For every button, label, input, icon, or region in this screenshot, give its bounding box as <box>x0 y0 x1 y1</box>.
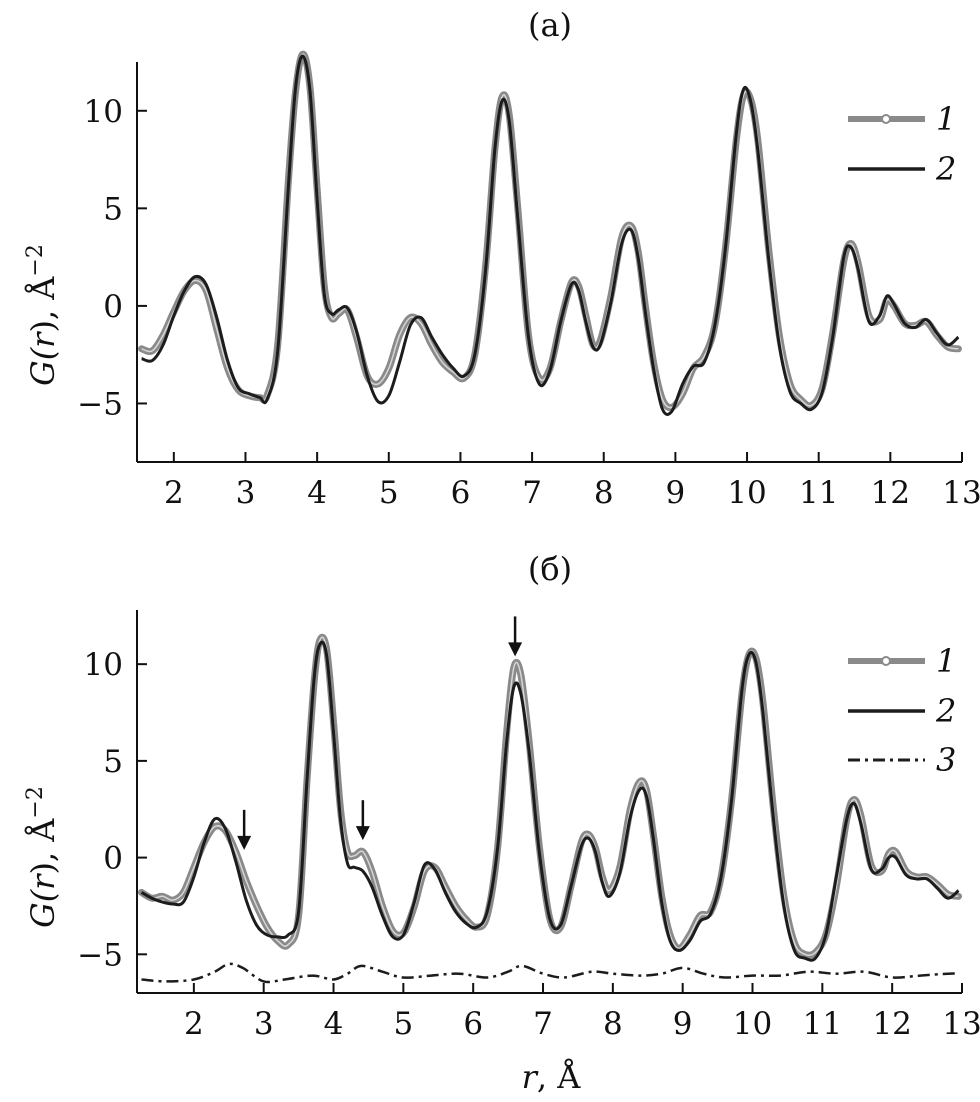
x-tick-label: 5 <box>393 1006 413 1042</box>
x-tick-label: 13 <box>942 1006 980 1042</box>
legend-b-label-2: 2 <box>935 692 956 730</box>
legend-a-item-2: 2 <box>848 150 956 188</box>
y-tick-label: 0 <box>103 289 123 325</box>
annotation-arrow <box>355 800 370 841</box>
x-tick-label: 8 <box>594 475 614 511</box>
x-tick-label: 3 <box>236 475 256 511</box>
ylabel-b-r: r <box>24 873 62 890</box>
ylabel-b-close: ), Å <box>24 818 62 875</box>
panel-a-label: (a) <box>528 6 572 44</box>
panel-b: (б) G(r), Å−2 r, Å 2 3 4 5 6 7 8 9 10 11 12 13−5051… <box>23 550 980 1096</box>
x-tick-label: 2 <box>164 475 184 511</box>
ylabel-a-r: r <box>24 331 62 348</box>
y-tick-label: −5 <box>77 386 123 422</box>
y-tick-label: 10 <box>84 94 123 130</box>
legend-b-marker-1 <box>881 656 891 666</box>
x-tick-label: 9 <box>673 1006 693 1042</box>
x-tick-label: 4 <box>307 475 327 511</box>
x-tick-label: 6 <box>451 475 471 511</box>
legend-a-item-1: 1 <box>848 100 956 138</box>
x-tick-label: 12 <box>872 1006 911 1042</box>
x-tick-label: 9 <box>666 475 686 511</box>
x-tick-label: 2 <box>184 1006 204 1042</box>
x-tick-label: 3 <box>254 1006 274 1042</box>
panel-a-series-1-highlight <box>141 53 959 409</box>
x-tick-label: 11 <box>803 1006 842 1042</box>
x-tick-label: 7 <box>522 475 542 511</box>
x-tick-label: 11 <box>799 475 838 511</box>
arrow-head <box>355 826 370 841</box>
arrow-head <box>237 835 252 850</box>
x-tick-label: 13 <box>942 475 980 511</box>
panel-b-annotations <box>237 616 523 850</box>
panel-b-label: (б) <box>528 550 572 588</box>
legend-b-item-1: 1 <box>848 642 956 680</box>
x-tick-label: 12 <box>871 475 910 511</box>
legend-b-label-1: 1 <box>936 642 956 680</box>
x-tick-label: 10 <box>727 475 766 511</box>
ylabel-b-g: G( <box>24 888 62 928</box>
y-tick-label: 5 <box>103 191 123 227</box>
panel-b-x-axis-label: r, Å <box>522 1058 582 1096</box>
panel-b-series <box>138 633 962 984</box>
xlabel-b-r: r <box>522 1058 539 1096</box>
legend-b-item-3: 3 <box>848 741 956 779</box>
y-tick-label: 10 <box>84 647 123 683</box>
legend-b-label-3: 3 <box>936 741 956 779</box>
panel-a-series-1-line <box>138 50 962 412</box>
panel-a-legend: 1 2 <box>848 100 956 188</box>
x-tick-label: 5 <box>379 475 399 511</box>
ylabel-b-exp: −2 <box>23 786 48 818</box>
xlabel-b-rest: , Å <box>537 1058 581 1096</box>
panel-a-series <box>138 50 962 416</box>
legend-a-marker-1 <box>881 114 891 124</box>
x-tick-label: 4 <box>324 1006 344 1042</box>
panel-b-series-2-line <box>140 640 960 962</box>
y-tick-label: −5 <box>77 937 123 973</box>
x-tick-label: 7 <box>533 1006 553 1042</box>
panel-b-series-1-line <box>138 633 962 959</box>
arrow-head <box>508 642 523 657</box>
legend-b-item-2: 2 <box>848 692 956 730</box>
panel-b-series-3-line <box>141 962 959 984</box>
ylabel-a-close: ), Å <box>24 276 62 333</box>
panel-a-y-axis-label: G(r), Å−2 <box>23 244 63 386</box>
legend-a-label-2: 2 <box>935 150 956 188</box>
y-tick-label: 0 <box>103 841 123 877</box>
panel-b-legend: 1 2 3 <box>848 642 956 779</box>
x-tick-label: 8 <box>603 1006 623 1042</box>
ylabel-a-g: G( <box>24 346 62 386</box>
y-tick-label: 5 <box>103 744 123 780</box>
annotation-arrow <box>237 809 252 850</box>
annotation-arrow <box>508 616 523 657</box>
ylabel-a-exp: −2 <box>23 244 48 276</box>
x-tick-label: 6 <box>463 1006 483 1042</box>
panel-a-series-2-line <box>141 54 960 416</box>
x-tick-label: 10 <box>733 1006 772 1042</box>
panel-b-y-axis-label: G(r), Å−2 <box>23 786 63 928</box>
legend-a-label-1: 1 <box>936 100 956 138</box>
